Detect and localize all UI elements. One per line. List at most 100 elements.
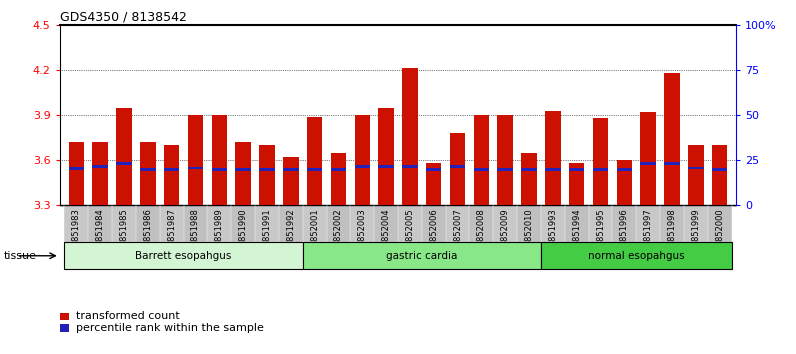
Bar [374,205,398,260]
Bar [326,205,350,260]
Bar [541,242,732,269]
Text: tissue: tissue [4,251,37,261]
Bar [617,160,632,205]
Bar [354,115,370,205]
Bar [236,168,251,171]
Text: GSM851990: GSM851990 [239,208,248,259]
Bar [188,167,203,169]
Text: GDS4350 / 8138542: GDS4350 / 8138542 [60,11,186,24]
Text: GSM852002: GSM852002 [334,208,343,259]
Bar [236,142,251,205]
Bar [350,205,374,260]
Bar [68,142,84,205]
Bar [184,205,208,260]
Bar [208,205,231,260]
Bar [541,205,565,260]
Text: GSM851984: GSM851984 [96,208,105,259]
Bar [426,163,442,205]
Text: GSM851992: GSM851992 [287,208,295,259]
Bar [545,168,560,171]
Text: GSM851997: GSM851997 [644,208,653,259]
Bar [593,168,608,171]
Bar [588,205,612,260]
Bar [612,205,636,260]
Bar [140,142,155,205]
Bar [354,165,370,168]
Text: GSM851988: GSM851988 [191,208,200,259]
Text: GSM851994: GSM851994 [572,208,581,259]
Bar [664,73,680,205]
Text: GSM851999: GSM851999 [691,208,700,259]
Bar [446,205,470,260]
Text: Barrett esopahgus: Barrett esopahgus [135,251,232,261]
Text: GSM852009: GSM852009 [501,208,509,259]
Text: GSM852006: GSM852006 [429,208,439,259]
Bar [402,165,418,168]
Bar [92,165,108,168]
Text: GSM851998: GSM851998 [668,208,677,259]
Bar [164,145,179,205]
Bar [112,205,136,260]
Text: GSM852007: GSM852007 [453,208,462,259]
Bar [140,168,155,171]
Bar [330,168,346,171]
Text: GSM852005: GSM852005 [405,208,415,259]
Bar [517,205,541,260]
Bar [660,205,684,260]
Bar [259,168,275,171]
Text: GSM852001: GSM852001 [310,208,319,259]
Bar [474,115,489,205]
Text: GSM851983: GSM851983 [72,208,81,259]
Bar [302,205,326,260]
Text: GSM851985: GSM851985 [119,208,128,259]
Bar [641,112,656,205]
Bar [593,118,608,205]
Text: GSM851987: GSM851987 [167,208,176,259]
Bar [283,157,298,205]
Bar [474,168,489,171]
Text: normal esopahgus: normal esopahgus [588,251,685,261]
Bar [60,313,69,320]
Bar [116,162,132,165]
Bar [231,205,255,260]
Bar [378,108,394,205]
Bar [569,168,584,171]
Bar [498,115,513,205]
Bar [450,133,466,205]
Text: GSM852010: GSM852010 [525,208,533,259]
Bar [307,168,322,171]
Bar [307,116,322,205]
Bar [64,205,88,260]
Bar [188,115,203,205]
Bar [60,324,69,332]
Bar [255,205,279,260]
Bar [212,168,227,171]
Bar [302,242,541,269]
Bar [498,168,513,171]
Text: GSM852003: GSM852003 [357,208,367,259]
Bar [712,145,728,205]
Bar [330,153,346,205]
Bar [116,108,132,205]
Text: GSM852000: GSM852000 [715,208,724,259]
Bar [398,205,422,260]
Text: transformed count: transformed count [76,312,179,321]
Bar [92,142,108,205]
Bar [494,205,517,260]
Bar [712,168,728,171]
Bar [68,167,84,170]
Bar [259,145,275,205]
Bar [688,145,704,205]
Text: GSM851996: GSM851996 [620,208,629,259]
Bar [470,205,494,260]
Bar [569,163,584,205]
Bar [378,165,394,168]
Bar [279,205,302,260]
Bar [88,205,112,260]
Bar [521,153,537,205]
Bar [450,165,466,168]
Bar [426,168,442,171]
Text: GSM851995: GSM851995 [596,208,605,259]
Bar [283,168,298,171]
Text: GSM851989: GSM851989 [215,208,224,259]
